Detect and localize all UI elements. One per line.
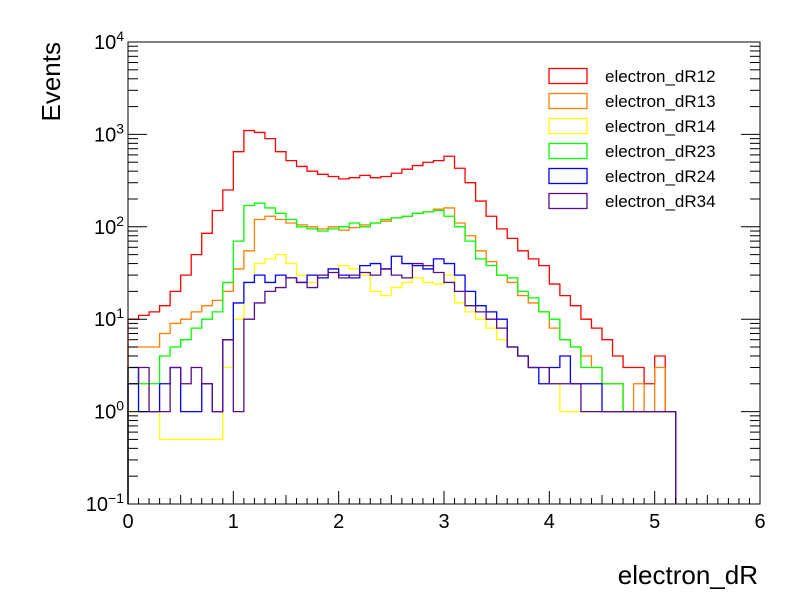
y-tick-label: 100 — [94, 398, 124, 424]
legend-label: electron_dR12 — [605, 67, 716, 86]
legend-swatch — [548, 142, 588, 160]
x-tick-label: 1 — [228, 511, 239, 533]
legend-swatch — [548, 117, 588, 135]
legend-label: electron_dR34 — [605, 192, 716, 211]
legend-label: electron_dR24 — [605, 167, 716, 186]
legend-swatch — [548, 192, 588, 210]
legend-swatch — [548, 92, 588, 110]
legend-label: electron_dR23 — [605, 142, 716, 161]
legend-swatch — [548, 67, 588, 85]
x-tick-label: 5 — [649, 511, 660, 533]
y-axis-title: Events — [36, 42, 66, 122]
series-line-5 — [127, 262, 677, 504]
legend-label: electron_dR14 — [605, 117, 716, 136]
y-tick-label: 104 — [94, 28, 124, 54]
y-tick-label: 103 — [94, 120, 124, 146]
x-tick-label: 2 — [333, 511, 344, 533]
x-axis-title: electron_dR — [618, 560, 758, 590]
series-layer — [127, 129, 677, 504]
ticks-layer — [127, 41, 761, 505]
legend-swatch — [548, 167, 588, 185]
y-tick-label: 102 — [94, 213, 124, 239]
y-tick-label: 101 — [94, 305, 124, 331]
x-tick-label: 3 — [438, 511, 449, 533]
legend: electron_dR12 electron_dR13 electron_dR14e… — [548, 67, 716, 211]
x-tick-label: 6 — [754, 511, 765, 533]
x-tick-label: 4 — [544, 511, 555, 533]
legend-label: electron_dR13 — [605, 92, 716, 111]
y-tick-label: 10−1 — [86, 490, 124, 516]
series-line-0 — [127, 129, 677, 504]
x-tick-label: 0 — [122, 511, 133, 533]
tick-labels: 0 1 2 3 4 5 6 10−1 100 101 102 103 104 — [86, 28, 766, 533]
series-line-3 — [127, 202, 677, 504]
